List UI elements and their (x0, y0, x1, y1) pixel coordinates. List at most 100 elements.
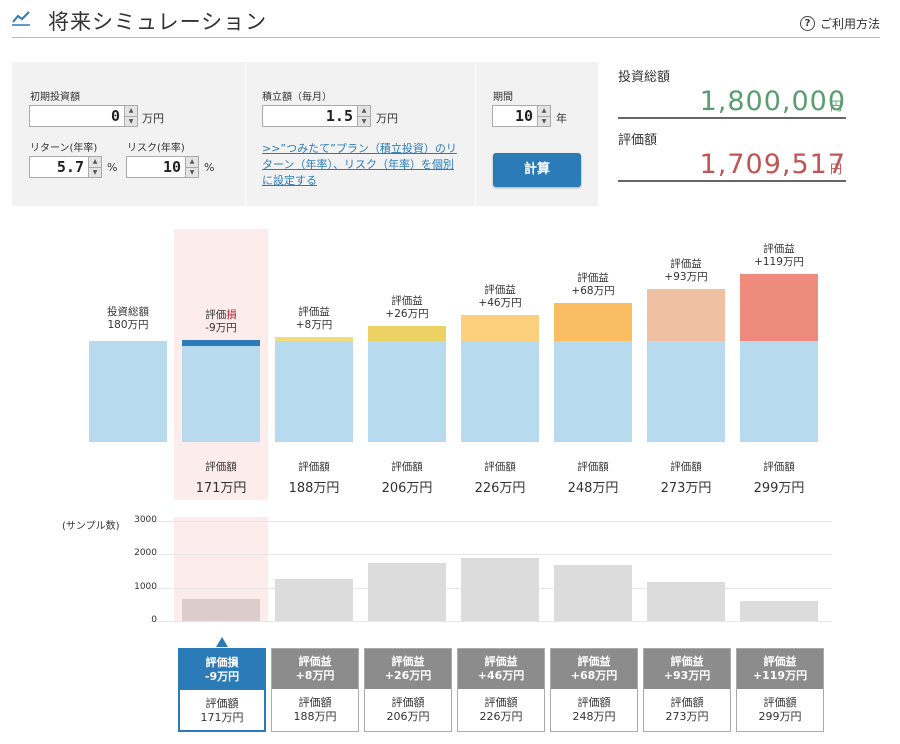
scenario-card[interactable]: 評価益 +93万円評価額 273万円 (643, 648, 731, 732)
up-arrow-icon[interactable]: ▲ (541, 107, 547, 114)
period-input[interactable]: 10 (514, 107, 533, 125)
scenario-eval-title: 評価額 (391, 461, 423, 473)
return-input[interactable]: 5.7 (56, 158, 84, 176)
up-arrow-icon[interactable]: ▲ (189, 158, 195, 165)
stepper-arrows[interactable]: ▲ ▼ (537, 106, 550, 126)
scenario-card-title: 評価損 (205, 656, 239, 669)
scenario-card[interactable]: 評価益 +8万円 評価額 188万円 (271, 648, 359, 732)
scenario-card-diff-value: +8万円 (295, 669, 335, 682)
invest-bar-label: 投資総額 180万円 (79, 306, 177, 332)
monthly-unit: 万円 (376, 112, 398, 125)
scenario-diff-title: 評価益 (484, 284, 516, 297)
scenario-card[interactable]: 評価益 +119万円 評価額 299万円 (736, 648, 824, 732)
sample-bar (461, 558, 539, 621)
scenario-card[interactable]: 評価益 +68万円評価額 248万円 (550, 648, 638, 732)
eval-total-value: 1,709,517 (699, 149, 846, 180)
scenario-eval-title: 評価額 (670, 461, 702, 473)
risk-label: リスク(年率) (127, 143, 185, 154)
gain-bar (740, 274, 818, 341)
help-link[interactable]: ? ご利用方法 (799, 15, 880, 32)
loss-marker (182, 340, 260, 347)
stepper-arrows[interactable]: ▲ ▼ (185, 157, 198, 177)
scenario-bar (275, 341, 353, 442)
scenario-card[interactable]: 評価損 -9万円 評価額 171万円 (178, 648, 266, 732)
down-arrow-icon[interactable]: ▼ (358, 116, 370, 127)
scenario-diff-title: 評価益 (670, 257, 702, 270)
sample-axis-label: (サンプル数) (62, 521, 120, 532)
scenario-diff-value: +68万円 (571, 284, 615, 297)
scenario-card[interactable]: 評価益 +26万円 評価額 206万円 (364, 648, 452, 732)
scenario-diff-label: 評価益 +68万円 (544, 272, 642, 298)
period-label: 期間 (493, 92, 513, 103)
scenario-bar (647, 341, 725, 442)
calculate-button[interactable]: 計算 (493, 153, 581, 187)
stepper-arrows[interactable]: ▲ ▼ (124, 106, 137, 126)
sample-axis-tick: 2000 (134, 548, 157, 559)
scenario-card-diff: 評価益 +26万円 (365, 649, 451, 689)
risk-stepper[interactable]: 10 ▲ ▼ (126, 156, 199, 178)
scenario-diff-label: 評価益 +8万円 (265, 306, 363, 332)
down-arrow-icon[interactable]: ▼ (125, 116, 137, 127)
period-stepper[interactable]: 10 ▲ ▼ (492, 105, 551, 127)
scenario-card-diff: 評価益 +46万円 (458, 649, 544, 689)
scenario-card-eval: 評価額 206万円 (365, 689, 451, 724)
scenario-card-eval-title: 評価額 (577, 696, 611, 709)
invest-bar-value: 180万円 (107, 319, 149, 331)
scenario-eval-value: 206万円 (381, 481, 433, 496)
initial-stepper[interactable]: 0 ▲ ▼ (29, 105, 138, 127)
down-arrow-icon[interactable]: ▼ (186, 167, 198, 178)
scenario-card-eval: 評価額 273万円 (644, 689, 730, 724)
scenario-diff-value: +46万円 (478, 297, 522, 310)
monthly-stepper[interactable]: 1.5 ▲ ▼ (262, 105, 371, 127)
scenario-bar (368, 341, 446, 442)
up-arrow-icon[interactable]: ▲ (128, 107, 134, 114)
scenario-card-eval-title: 評価額 (298, 696, 332, 709)
stepper-arrows[interactable]: ▲ ▼ (357, 106, 370, 126)
down-arrow-icon[interactable]: ▼ (89, 167, 101, 178)
scenario-card-eval-title: 評価額 (763, 696, 797, 709)
chart-trend-icon (12, 11, 30, 26)
help-label: ご利用方法 (819, 17, 880, 31)
scenario-card-eval: 評価額 226万円 (458, 689, 544, 724)
scenario-card-diff: 評価益 +68万円 (551, 649, 637, 689)
scenario-diff-value: -9万円 (205, 322, 237, 335)
eval-total-underline (618, 180, 846, 182)
stepper-arrows[interactable]: ▲ ▼ (88, 157, 101, 177)
scenario-card-title: 評価益 (670, 655, 704, 668)
scenario-eval-value: 273万円 (660, 481, 712, 496)
invest-bar (89, 341, 167, 442)
monthly-input[interactable]: 1.5 (325, 107, 353, 125)
scenario-card-eval-value: 248万円 (572, 710, 616, 723)
invest-total-underline (618, 117, 846, 119)
scenario-eval-value: 248万円 (567, 481, 619, 496)
scenario-card-diff-value: +93万円 (663, 669, 711, 682)
up-arrow-icon[interactable]: ▲ (92, 158, 98, 165)
invest-total-label: 投資総額 (618, 70, 671, 85)
risk-input[interactable]: 10 (162, 158, 181, 176)
panel-divider (475, 62, 476, 206)
scenario-card-title: 評価益 (484, 655, 518, 668)
scenario-eval-value: 188万円 (288, 481, 340, 496)
scenario-card[interactable]: 評価益 +46万円 評価額 226万円 (457, 648, 545, 732)
monthly-label: 積立額（毎月） (262, 92, 332, 103)
scenario-diff-title: 評価益 (391, 295, 423, 308)
down-arrow-icon[interactable]: ▼ (538, 116, 550, 127)
scenario-card-diff: 評価損 -9万円 (180, 650, 264, 690)
sample-axis-tick: 1000 (134, 581, 157, 592)
scenario-card-eval-value: 273万円 (665, 710, 709, 723)
sample-gridline (150, 554, 832, 556)
up-arrow-icon[interactable]: ▲ (361, 107, 367, 114)
scenario-card-diff-value: +46万円 (477, 669, 525, 682)
scenario-card-diff: 評価益 +119万円 (737, 649, 823, 689)
scenario-diff-title: 評価益 (577, 271, 609, 284)
sample-bar (275, 579, 353, 621)
sample-bar (554, 564, 632, 621)
initial-input[interactable]: 0 (110, 107, 120, 125)
scenario-eval-title: 評価額 (298, 461, 330, 473)
scenario-card-eval: 評価額 299万円 (737, 689, 823, 724)
scenario-eval-title: 評価額 (763, 461, 795, 473)
scenario-eval-title: 評価額 (205, 461, 237, 473)
scenario-card-title: 評価益 (763, 655, 797, 668)
return-stepper[interactable]: 5.7 ▲ ▼ (29, 156, 102, 178)
custom-setting-link[interactable]: >>”つみたて”プラン（積立投資）のリターン（年率）、リスク（年率）を個別に設定… (262, 142, 457, 187)
